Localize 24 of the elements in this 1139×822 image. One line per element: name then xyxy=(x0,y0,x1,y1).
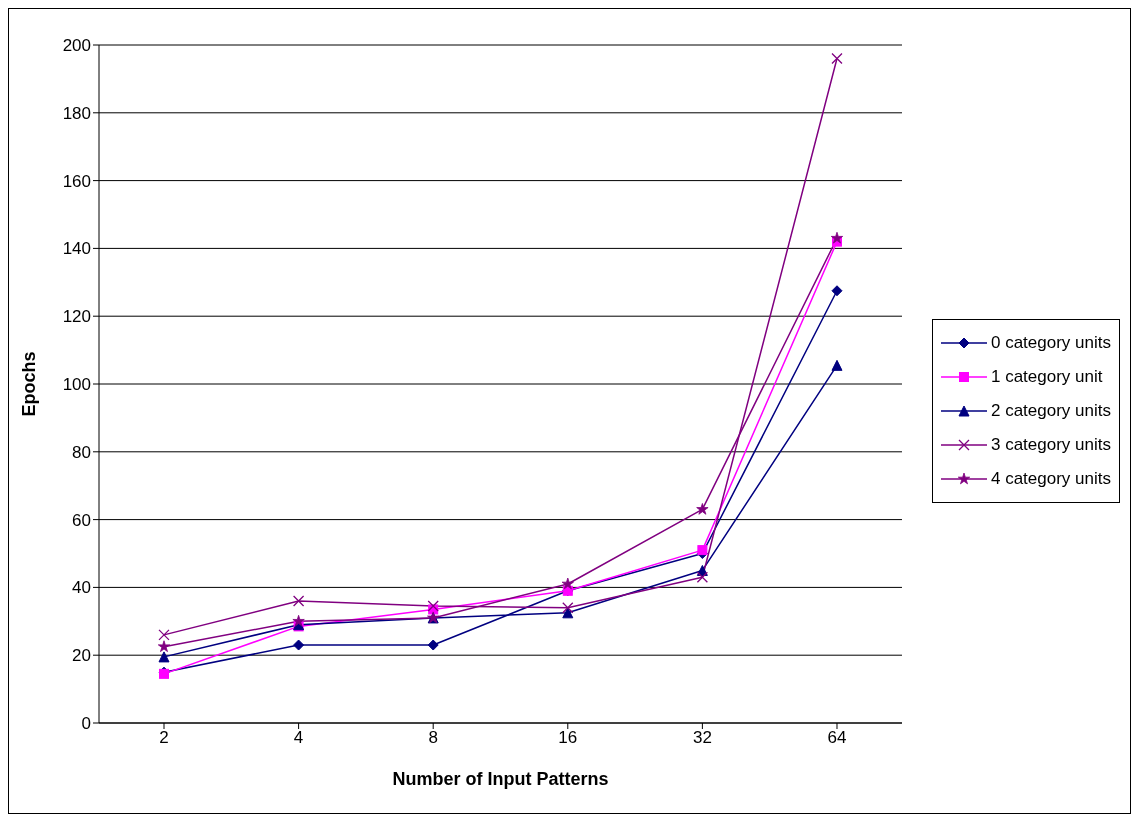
legend-label: 2 category units xyxy=(990,401,1111,421)
y-tick-label: 180 xyxy=(62,103,91,123)
y-tick-label: 20 xyxy=(72,646,91,666)
x-tick-label: 16 xyxy=(558,728,578,748)
y-tick-label: 0 xyxy=(81,714,91,734)
y-tick-label: 80 xyxy=(72,442,91,462)
x-tick-label: 2 xyxy=(159,728,169,748)
x-tick-label: 4 xyxy=(293,728,304,748)
y-tick-label: 140 xyxy=(62,239,91,259)
y-tick-label: 120 xyxy=(62,307,91,327)
legend-label: 4 category units xyxy=(990,469,1111,489)
y-tick-label: 60 xyxy=(72,510,91,530)
x-tick-label: 32 xyxy=(692,728,712,748)
legend-label: 1 category unit xyxy=(990,367,1103,387)
legend-label: 3 category units xyxy=(990,435,1111,455)
y-tick-label: 160 xyxy=(62,171,91,191)
x-tick-label: 64 xyxy=(827,728,847,748)
y-tick-label: 100 xyxy=(62,375,91,395)
x-axis-title: Number of Input Patterns xyxy=(392,769,609,789)
y-tick-label: 200 xyxy=(62,36,91,56)
legend-label: 0 category units xyxy=(990,333,1111,353)
y-tick-label: 40 xyxy=(72,578,91,598)
y-axis-title: Epochs xyxy=(19,351,40,417)
x-tick-label: 8 xyxy=(428,728,438,748)
